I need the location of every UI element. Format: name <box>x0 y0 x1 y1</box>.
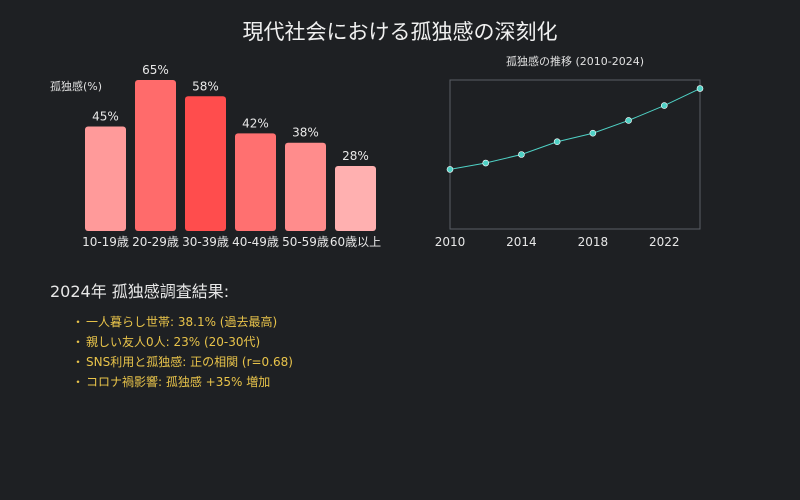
bar-value-label: 65% <box>142 63 169 77</box>
bar <box>185 96 226 231</box>
finding-text: 親しい友人0人: 23% (20-30代) <box>86 335 261 349</box>
bar-category-label: 40-49歳 <box>232 235 279 249</box>
page-title: 現代社会における孤独感の深刻化 <box>242 20 558 44</box>
findings-title: 2024年 孤独感調査結果: <box>50 282 230 301</box>
findings-section: 2024年 孤独感調査結果: ・一人暮らし世帯: 38.1% (過去最高) ・親し… <box>50 278 750 392</box>
finding-item: ・親しい友人0人: 23% (20-30代) <box>72 332 750 352</box>
trend-point <box>446 166 454 173</box>
finding-text: 一人暮らし世帯: 38.1% (過去最高) <box>86 315 278 329</box>
line-plot-frame <box>449 79 701 230</box>
bullet-icon: ・ <box>72 335 85 349</box>
finding-item: ・ SNS利用と孤独感: 正の相関 (r=0.68) <box>72 352 750 372</box>
finding-text: コロナ禍影響: 孤独感 +35% 増加 <box>86 375 271 389</box>
line-chart-title: 孤独感の推移 (2010-2024) <box>506 54 644 68</box>
finding-item: ・コロナ禍影響: 孤独感 +35% 増加 <box>72 372 750 392</box>
charts-canvas: 孤独感(%) 45% 10-19歳 65% 20-29歳 58% 30-39歳 42% 40-4… <box>50 54 704 249</box>
bar <box>135 80 176 231</box>
bar <box>85 126 126 231</box>
bar-category-label: 20-29歳 <box>132 235 179 249</box>
bullet-icon: ・ <box>72 355 85 369</box>
bullet-icon: ・ <box>72 375 85 389</box>
bar-value-label: 58% <box>192 79 219 93</box>
bar-category-label: 50-59歳 <box>282 235 329 249</box>
bar <box>335 165 376 231</box>
bar-ylabel: 孤独感(%) <box>50 80 102 93</box>
finding-item: ・一人暮らし世帯: 38.1% (過去最高) <box>72 312 750 332</box>
bar-category-label: 10-19歳 <box>82 235 129 249</box>
trend-point <box>553 138 561 146</box>
line-xtick-label: 2010 <box>435 235 466 249</box>
bar-value-label: 38% <box>292 126 319 140</box>
line-xtick-label: 2018 <box>578 235 609 249</box>
line-xtick-label: 2014 <box>506 235 537 249</box>
bar-category-label: 60歳以上 <box>330 235 381 249</box>
line-xtick-label: 2022 <box>649 235 680 249</box>
bar-category-label: 30-39歳 <box>182 235 229 249</box>
bar-value-label: 28% <box>342 149 369 163</box>
finding-text: SNS利用と孤独感: 正の相関 (r=0.68) <box>86 355 293 369</box>
bar-value-label: 42% <box>242 116 269 130</box>
trend-point <box>660 102 668 109</box>
findings-list: ・一人暮らし世帯: 38.1% (過去最高) ・親しい友人0人: 23% (20-… <box>50 312 750 392</box>
trend-line <box>449 88 701 170</box>
trend-point <box>518 151 525 158</box>
line-chart: 孤独感の推移 (2010-2024) 2010 2014 2018 2022 <box>435 54 704 249</box>
trend-point <box>625 117 632 124</box>
trend-point <box>696 85 704 92</box>
bar <box>235 133 276 231</box>
bullet-icon: ・ <box>72 315 85 329</box>
trend-point <box>482 159 490 167</box>
bar-value-label: 45% <box>92 109 119 123</box>
trend-point <box>589 129 597 137</box>
bar-chart: 孤独感(%) 45% 10-19歳 65% 20-29歳 58% 30-39歳 42% 40-4… <box>50 63 381 249</box>
bar <box>285 142 326 231</box>
